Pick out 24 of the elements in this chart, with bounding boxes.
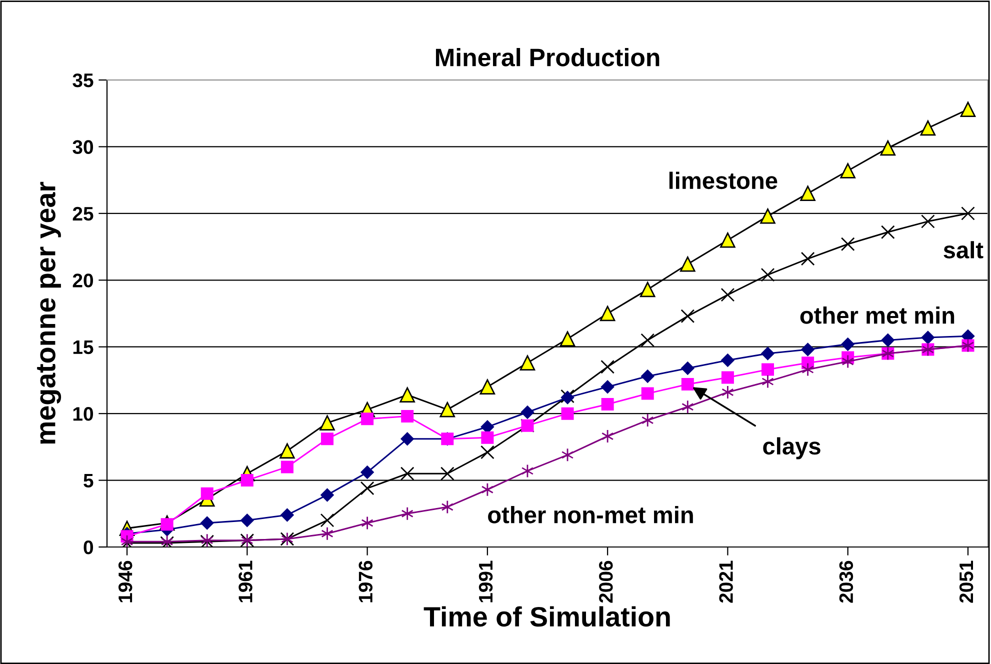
x-tick-label: 1961 bbox=[238, 560, 252, 602]
x-tick-label: 2051 bbox=[959, 560, 974, 603]
text: clays bbox=[763, 437, 820, 460]
y-axis-title: megatonne per year bbox=[37, 182, 62, 444]
y-tick-label: 10 bbox=[73, 407, 94, 421]
series-label: other non-met min bbox=[488, 506, 693, 524]
y-tick-label: 30 bbox=[72, 140, 94, 154]
chart-title: Mineral Production bbox=[436, 48, 660, 66]
x-tick-label: 2006 bbox=[599, 560, 613, 603]
y-tick-label: 35 bbox=[72, 73, 94, 88]
y-tick-label: 20 bbox=[72, 274, 94, 288]
x-tick-label: 1991 bbox=[478, 560, 493, 602]
y-tick-label: 25 bbox=[72, 206, 94, 221]
x-tick-label: 2021 bbox=[719, 560, 733, 603]
y-tick-label: 15 bbox=[73, 340, 94, 354]
series-label: limestone bbox=[669, 172, 778, 190]
x-tick-label: 1976 bbox=[358, 560, 373, 602]
x-tick-label: 2036 bbox=[839, 560, 854, 603]
series-label: other met min bbox=[800, 306, 954, 324]
x-tick-label: 1946 bbox=[118, 560, 132, 602]
y-tick-label: 5 bbox=[84, 474, 94, 488]
y-tick-label: 0 bbox=[84, 540, 94, 554]
x-axis-title: Time of Simulation bbox=[424, 606, 670, 627]
series-label: salt bbox=[944, 241, 984, 258]
